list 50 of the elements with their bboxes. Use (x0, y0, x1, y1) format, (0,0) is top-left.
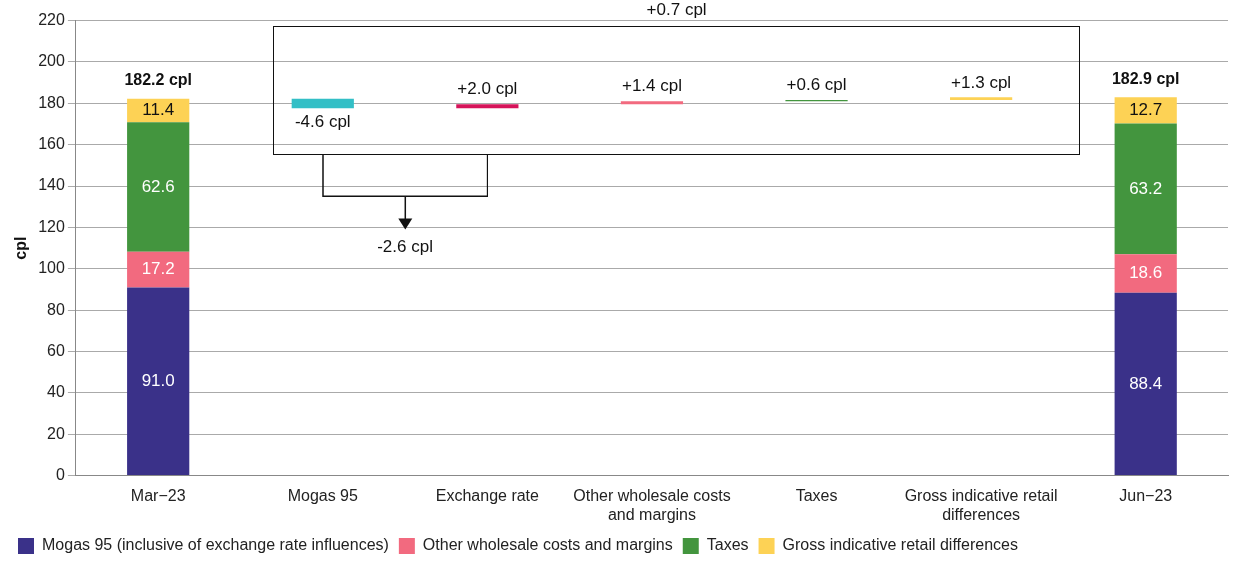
legend-label: Other wholesale costs and margins (422, 536, 673, 554)
legend-label: Mogas 95 (inclusive of exchange rate influences) (42, 536, 389, 554)
x-tick-label: Jun−23 (1119, 486, 1173, 504)
x-tick-label: Mogas 95 (287, 486, 359, 504)
x-tick-label: Gross indicative retail differences (904, 486, 1058, 523)
data-label: 11.4 (142, 100, 175, 120)
text: +0.7 cpl (645, 0, 708, 20)
data-label: 18.6 (1129, 263, 1163, 283)
bar (1114, 292, 1177, 476)
data-label: 17.2 (141, 259, 175, 279)
bar (127, 251, 190, 288)
annotation: -2.6 cpl (376, 237, 434, 258)
bar (1114, 123, 1177, 255)
bar (291, 98, 354, 109)
data-label: +0.6 cpl (786, 75, 847, 95)
y-tick-label: 40 (47, 383, 65, 401)
bar (456, 104, 519, 109)
y-tick-label: 100 (38, 259, 65, 277)
total-label: 182.2 cpl (124, 71, 192, 89)
y-tick-label: 200 (38, 52, 65, 70)
y-axis-title: cpl (12, 236, 30, 260)
x-tick-label: Exchange rate (435, 486, 540, 504)
bar (127, 287, 190, 476)
legend-label: Gross indicative retail differences (782, 536, 1018, 554)
y-tick-label: 140 (38, 176, 65, 194)
data-label: 62.6 (141, 176, 175, 196)
x-tick-label: Taxes (795, 486, 838, 504)
y-tick-label: 120 (38, 217, 65, 235)
total-label: 182.9 cpl (1111, 69, 1180, 87)
bar (1114, 97, 1177, 124)
y-tick-label: 60 (47, 341, 65, 359)
y-tick-label: 160 (38, 135, 65, 153)
bar (1114, 254, 1177, 293)
data-label: 91.0 (141, 370, 175, 390)
y-tick-label: 20 (47, 424, 65, 442)
legend-label: Taxes (706, 536, 749, 554)
data-label: 63.2 (1129, 178, 1163, 198)
x-tick-label: Mar−23 (130, 486, 186, 504)
bar (127, 122, 190, 252)
data-label: +2.0 cpl (457, 79, 518, 99)
y-tick-label: 180 (38, 93, 65, 111)
x-tick-label: Other wholesale costs and margins (573, 486, 731, 523)
y-tick-label: 0 (55, 466, 65, 484)
data-label: -4.6 cpl (294, 112, 351, 132)
data-label: +1.4 cpl (621, 76, 682, 96)
data-label: 88.4 (1129, 373, 1163, 393)
y-tick-label: 80 (47, 300, 65, 318)
data-label: 12.7 (1129, 100, 1163, 120)
y-tick-label: 220 (38, 11, 65, 29)
data-label: +1.3 cpl (951, 72, 1012, 92)
